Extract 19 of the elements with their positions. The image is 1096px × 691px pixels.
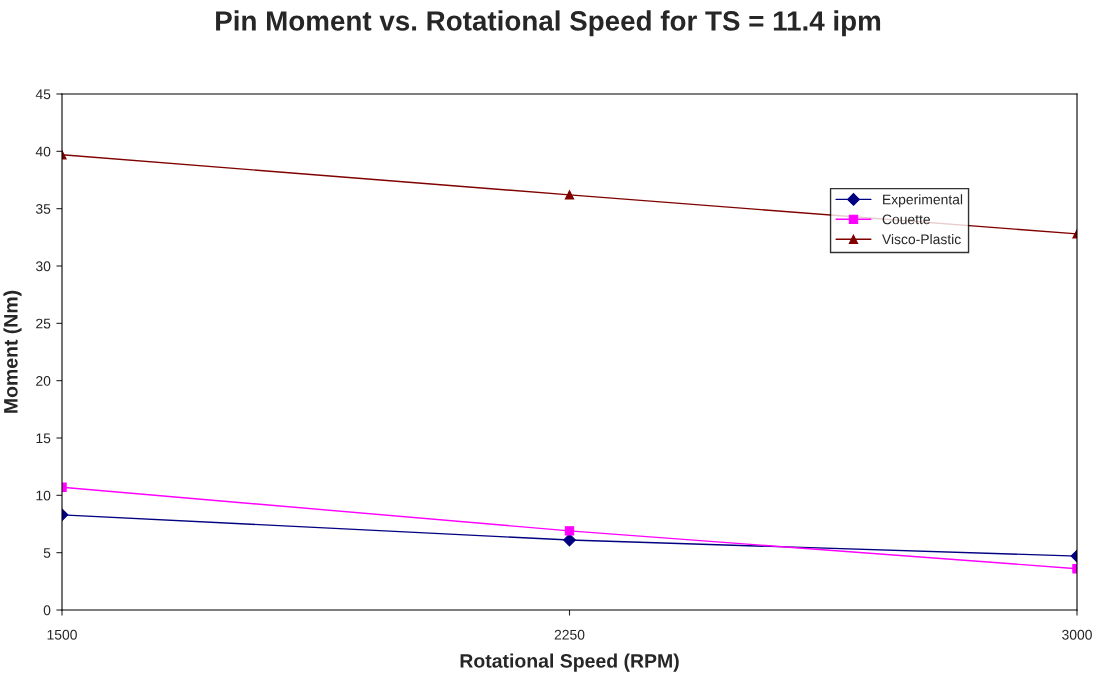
y-axis-title: Moment (Nm) (3, 290, 22, 413)
x-tick-label: 3000 (1062, 629, 1092, 640)
y-tick-label: 10 (36, 490, 51, 501)
y-tick-label: 35 (35, 204, 51, 214)
y-tick-label: 40 (35, 146, 51, 157)
legend-label: Visco-Plastic (882, 234, 961, 245)
x-axis-title: Rotational Speed (RPM) (460, 653, 679, 672)
legend-label: Couette (882, 214, 930, 225)
y-tick-label: 25 (36, 318, 51, 329)
y-tick-label: 5 (43, 548, 51, 558)
x-tick-label: 1500 (47, 629, 77, 640)
y-tick-label: 45 (35, 89, 51, 100)
x-tick-label: 2250 (554, 629, 585, 640)
legend-label: Experimental (883, 194, 963, 208)
y-tick-label: 20 (36, 376, 51, 386)
y-tick-label: 30 (35, 261, 51, 272)
y-tick-label: 0 (43, 605, 51, 616)
y-tick-label: 15 (36, 433, 51, 444)
chart-title: Pin Moment vs. Rotational Speed for TS = 11.4 ipm (216, 10, 881, 37)
